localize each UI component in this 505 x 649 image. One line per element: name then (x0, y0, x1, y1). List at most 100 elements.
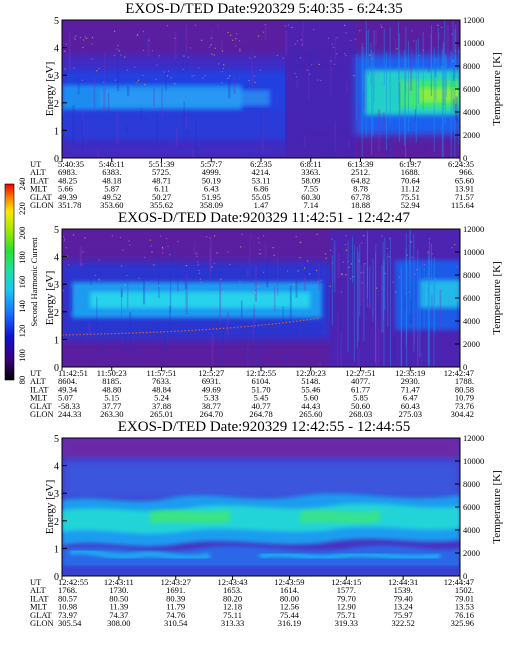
panel-1-ephem-cell: 48.25 (58, 175, 77, 185)
panel-3-ephem-cell: 80.50 (109, 593, 128, 603)
panel-1-ephem-cell: 7.14 (303, 200, 319, 210)
panel-3-ephem-cell: 1653. (223, 585, 242, 595)
panel-3-ephem-cell: 13.53 (455, 602, 474, 612)
panel-3-ephem-cell: 12:43:59 (274, 577, 304, 587)
panel-2: EXOS-D/TED Date:920329 11:42:51 - 12:42:… (30, 210, 503, 419)
panel-1-ephem-cell: 53.11 (252, 175, 271, 185)
colorbar-tick-label: 140 (17, 300, 27, 313)
panel-1-y2tick-label: 8000 (463, 61, 480, 71)
panel-1-ylabel: Energy [eV] (44, 62, 56, 116)
panel-3-ephem-cell: 75.97 (394, 610, 413, 620)
panel-3-ytick-label: 4 (54, 462, 59, 473)
panel-1-ephem-cell: 5:46:11 (99, 159, 125, 169)
colorbar-tick-label: 100 (17, 349, 27, 362)
panel-1-ephem-cell: 60.30 (301, 192, 320, 202)
panel-2-y2label: Temperature [K] (491, 261, 503, 334)
panel-2-y2tick-label: 2000 (463, 339, 480, 349)
panel-3-ephem-row-label: MLT (30, 602, 48, 612)
panel-2-ephem-cell: 10.79 (455, 393, 474, 403)
panel-1: EXOS-D/TED Date:920329 5:40:35 - 6:24:35… (30, 1, 503, 210)
panel-3-ephem-cell: 12:43:11 (104, 577, 134, 587)
panel-2-ephem-cell: 264.78 (249, 409, 272, 419)
panel-3-ephem-cell: 316.19 (278, 618, 301, 628)
panel-1-ytick-label: 2 (54, 99, 59, 110)
colorbar-tick-label: 240 (17, 178, 27, 191)
panel-1-spectrogram (62, 20, 460, 158)
panel-2-ephem-cell: 7633. (152, 376, 171, 386)
panel-3-ephem-cell: 75.11 (223, 610, 242, 620)
panel-1-ephem-cell: 6:2:35 (250, 159, 272, 169)
panel-2-ytick-label: 0 (54, 363, 59, 374)
panel-1-ephem-row-label: GLON (30, 200, 54, 210)
panel-1-ephem-cell: 6.43 (204, 184, 219, 194)
panel-2-ytick-label: 1 (54, 335, 59, 346)
panel-1-ephem-cell: 67.78 (351, 192, 370, 202)
panel-1-ephem-cell: 49.39 (58, 192, 77, 202)
panel-1-ephem-cell: 353.60 (100, 200, 123, 210)
colorbar-label: Second Harmonic Current (29, 237, 39, 327)
panel-2-ephem-cell: 8604. (58, 376, 77, 386)
panel-3-y2tick-label: 0 (463, 571, 467, 581)
panel-2-ephem-cell: 48.80 (102, 384, 121, 394)
panel-1-ephem-cell: 18.88 (351, 200, 370, 210)
panel-1-ephem-row-label: UT (30, 159, 42, 169)
panel-3-y2label: Temperature [K] (491, 470, 503, 543)
panel-2-ephem-cell: 12:5:27 (198, 368, 224, 378)
panel-1-ephem-cell: 48.71 (152, 175, 171, 185)
panel-2-title: EXOS-D/TED Date:920329 11:42:51 - 12:42:… (118, 210, 410, 226)
panel-1-ephem-row-label: MLT (30, 184, 48, 194)
panel-2-ephem-cell: 37.88 (152, 401, 171, 411)
panel-1-ephem-cell: 4214. (251, 167, 270, 177)
panel-3-ephem-cell: 79.40 (394, 593, 413, 603)
panel-2-ephem-cell: 5.15 (104, 393, 119, 403)
panel-3-ylabel: Energy [eV] (44, 480, 56, 534)
panel-2-ephem-cell: 6104. (251, 376, 270, 386)
panel-3-y2tick-label: 12000 (463, 433, 484, 443)
panel-2-ephem-cell: 8185. (102, 376, 121, 386)
panel-1-ephem-cell: 52.94 (401, 200, 421, 210)
panel-3-ytick-label: 1 (54, 544, 59, 555)
panel-2-ephem-cell: 40.77 (251, 401, 270, 411)
colorbar: 80 100 120 140 160 180 200 220 240 Second Harmon… (4, 178, 39, 385)
panel-3-ephem-row-label: ILAT (30, 593, 49, 603)
panel-1-ephem-cell: 49.52 (102, 192, 121, 202)
panel-3-ephem-cell: 12:44:47 (444, 577, 474, 587)
panel-3-ytick-label: 0 (54, 572, 59, 583)
panel-1-y2tick-label: 10000 (463, 38, 484, 48)
panel-2-ephem-cell: 268.03 (349, 409, 372, 419)
panel-2-ytick-label: 3 (54, 280, 59, 291)
panel-3-ephem-cell: 1577. (337, 585, 356, 595)
panel-3-ephem-cell: 319.33 (335, 618, 358, 628)
panel-1-ephem-cell: 70.64 (401, 175, 421, 185)
panel-3-ephem-cell: 1730. (109, 585, 128, 595)
panel-1-ephem-cell: 55.05 (251, 192, 270, 202)
panel-1-ephem-row-label: ILAT (30, 175, 49, 185)
panel-3-ephem-cell: 12:43:27 (161, 577, 191, 587)
panel-1-ytick-label: 4 (54, 44, 59, 55)
panel-3-ephem-cell: 310.54 (164, 618, 188, 628)
panel-1-ephem-cell: 966. (459, 167, 474, 177)
panel-2-y2tick-label: 8000 (463, 270, 480, 280)
panel-3-ephem-cell: 80.39 (166, 593, 185, 603)
colorbar-tick-label: 80 (17, 376, 27, 385)
panel-1-y2tick-label: 0 (463, 153, 467, 163)
panel-1-ytick-label: 3 (54, 71, 59, 82)
panel-2-ephem-cell: -58.33 (58, 401, 80, 411)
panel-3-ephem-cell: 80.20 (223, 593, 242, 603)
panel-1-ephem-cell: 51.95 (202, 192, 221, 202)
panel-2-ephem-cell: 12:35:19 (395, 368, 425, 378)
panel-1-ephem-cell: 2512. (351, 167, 370, 177)
panel-2-ephem-cell: 304.42 (451, 409, 474, 419)
panel-2-ephem-cell: 50.60 (351, 401, 370, 411)
panel-1-ytick-label: 5 (54, 16, 59, 27)
panel-2-ephem-cell: 1788. (455, 376, 474, 386)
panel-3-ephem-cell: 76.16 (455, 610, 474, 620)
panel-1-ephem-cell: 50.27 (152, 192, 171, 202)
panel-3-ephem-cell: 12.90 (337, 602, 356, 612)
panel-3-ephem-cell: 80.57 (58, 593, 77, 603)
panel-3-ephem-cell: 12.56 (280, 602, 299, 612)
panel-1-y2tick-label: 4000 (463, 107, 480, 117)
panel-2-ephem-cell: 48.84 (152, 384, 172, 394)
panel-2-spectrogram (62, 229, 460, 367)
